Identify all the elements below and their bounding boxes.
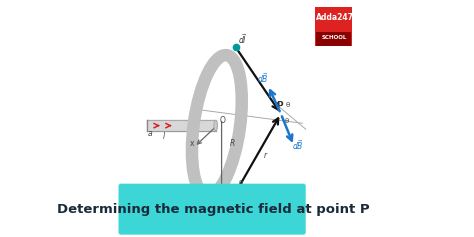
- Text: $d\vec{l}$: $d\vec{l}$: [237, 192, 246, 206]
- Text: $d\vec{l}$: $d\vec{l}$: [237, 32, 247, 46]
- Text: r: r: [264, 150, 267, 160]
- FancyBboxPatch shape: [118, 184, 306, 235]
- Text: P: P: [276, 101, 283, 110]
- FancyBboxPatch shape: [315, 7, 352, 46]
- Text: Determining the magnetic field at point P: Determining the magnetic field at point …: [57, 203, 370, 216]
- Text: O: O: [219, 116, 226, 125]
- Text: z: z: [223, 219, 227, 228]
- Text: a: a: [148, 129, 153, 138]
- Text: $d\vec{B}$: $d\vec{B}$: [257, 71, 269, 85]
- Text: Adda247: Adda247: [316, 13, 354, 22]
- Text: θ: θ: [285, 118, 289, 124]
- Text: x: x: [190, 139, 194, 148]
- Text: θ: θ: [286, 102, 290, 108]
- Text: SCHOOL: SCHOOL: [322, 35, 347, 41]
- Text: R: R: [230, 139, 235, 148]
- Text: $d\vec{B}$: $d\vec{B}$: [292, 139, 303, 152]
- Ellipse shape: [214, 120, 218, 131]
- Text: l: l: [163, 132, 164, 141]
- Text: θ: θ: [238, 180, 242, 186]
- FancyBboxPatch shape: [316, 32, 351, 46]
